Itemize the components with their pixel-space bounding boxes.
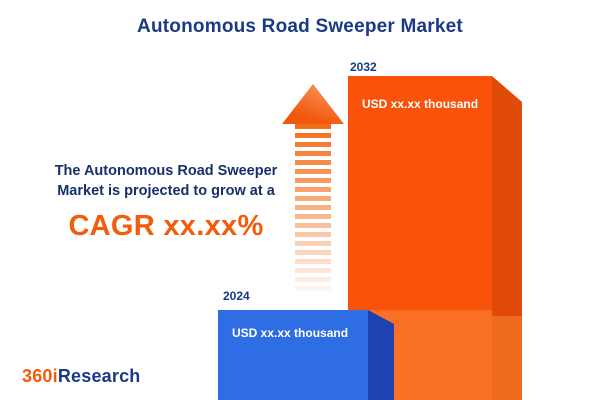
annotation-line-2: Market is projected to grow at a [57, 182, 275, 199]
bar-2024-front-face [218, 310, 368, 400]
brand-logo-prefix: 360i [22, 366, 58, 386]
bar-2032-side-face [492, 76, 522, 400]
bar-2024-value-label: USD xx.xx thousand [232, 326, 349, 340]
brand-logo-suffix: Research [57, 366, 141, 386]
growth-arrow-head-icon [282, 84, 344, 124]
brand-logo: 360iResearch [22, 366, 141, 387]
bar-2032-year-label: 2032 [350, 60, 377, 74]
chart-title: Autonomous Road Sweeper Market [137, 16, 463, 37]
bar-2024-year-label: 2024 [223, 289, 250, 303]
cagr-highlight: CAGR xx.xx% [68, 210, 264, 243]
bar-2024-side-face [368, 310, 394, 400]
annotation-block: The Autonomous Road Sweeper Market is pr… [30, 162, 302, 243]
bar-2032-value-label: USD xx.xx thousand [362, 97, 479, 111]
growth-arrow-body-icon [295, 124, 331, 292]
annotation-line-1: The Autonomous Road Sweeper [54, 163, 278, 179]
